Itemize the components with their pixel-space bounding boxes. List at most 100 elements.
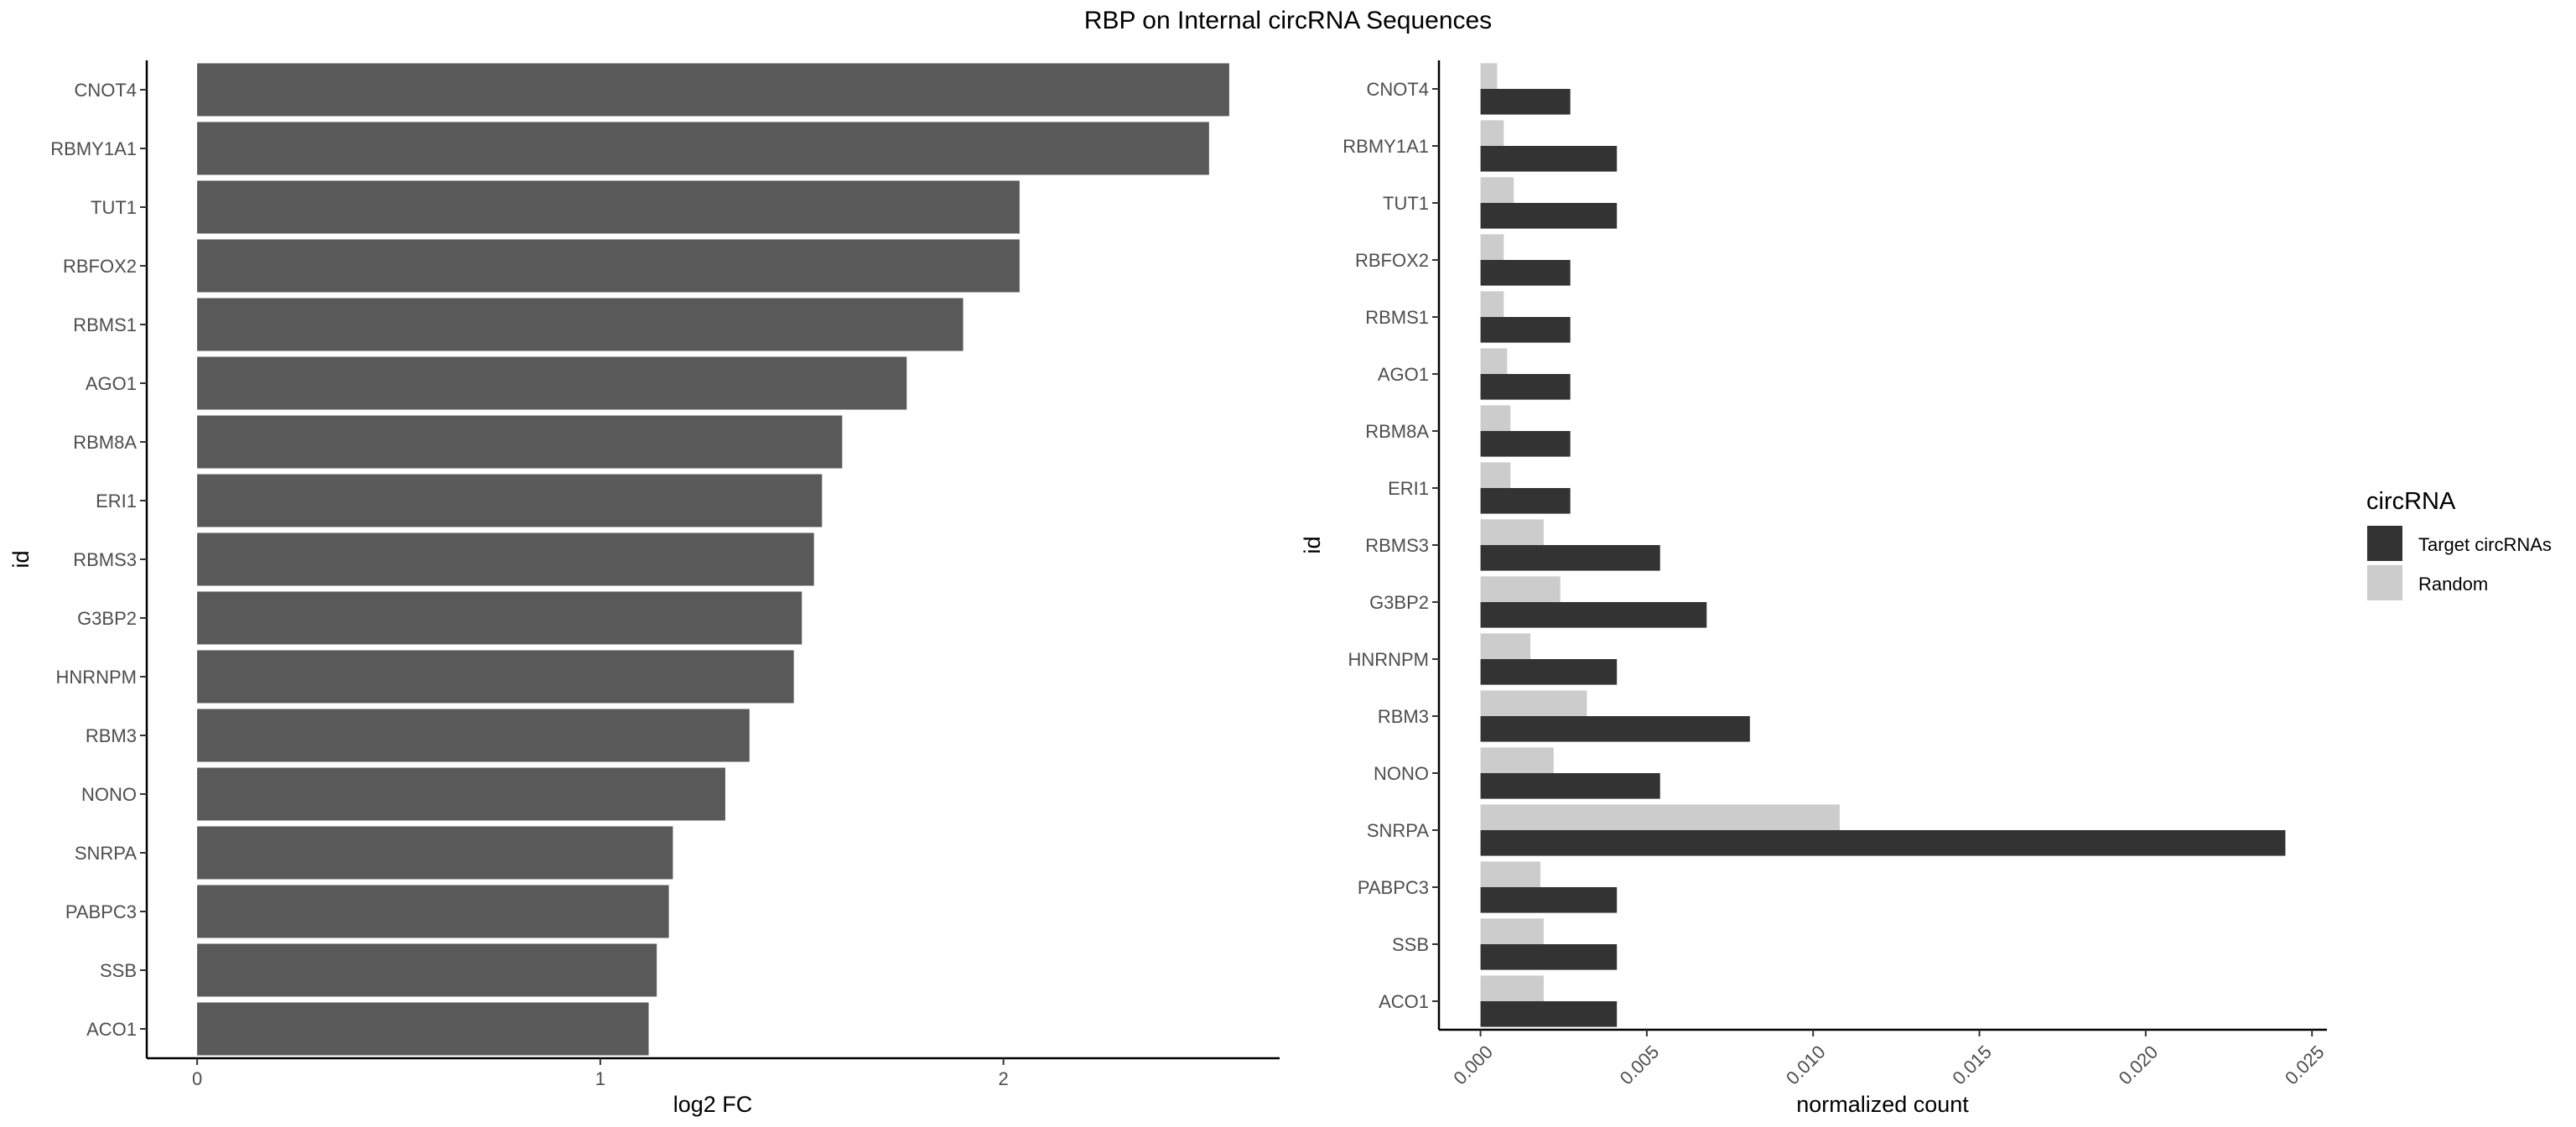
right-ytick-label: SNRPA xyxy=(1367,820,1429,841)
left-xtick-label: 1 xyxy=(595,1068,605,1089)
right-ytick-label: RBFOX2 xyxy=(1355,250,1429,271)
bar-random-nono xyxy=(1480,747,1554,773)
left-ytick-label: AGO1 xyxy=(86,373,137,394)
bar-target-tut1 xyxy=(1480,203,1618,229)
bar-log2fc-cnot4 xyxy=(197,63,1229,117)
legend-label-target: Target circRNAs xyxy=(2418,534,2552,555)
bar-log2fc-rbm3 xyxy=(197,709,750,762)
bar-target-pabpc3 xyxy=(1480,887,1618,913)
right-y-axis-title: id xyxy=(1300,536,1325,553)
bar-target-nono xyxy=(1480,773,1660,799)
legend: circRNA Target circRNAs Random xyxy=(2366,488,2552,600)
left-ytick-label: SNRPA xyxy=(75,843,137,864)
left-ytick-label: CNOT4 xyxy=(74,80,137,101)
left-y-axis-title: id xyxy=(8,550,34,568)
bar-target-rbm8a xyxy=(1480,431,1571,457)
bar-target-eri1 xyxy=(1480,488,1571,514)
legend-label-random: Random xyxy=(2418,574,2488,595)
bar-target-rbms1 xyxy=(1480,317,1571,343)
left-ytick-label: TUT1 xyxy=(91,197,137,218)
left-xtick-label: 0 xyxy=(192,1068,202,1089)
chart-title: RBP on Internal circRNA Sequences xyxy=(1084,7,1492,34)
right-ytick-label: ACO1 xyxy=(1379,991,1429,1012)
right-ytick-label: SSB xyxy=(1392,934,1429,955)
left-ytick-label: RBFOX2 xyxy=(63,256,137,277)
left-ytick-label: RBMY1A1 xyxy=(50,138,137,159)
left-ytick-label: RBM3 xyxy=(86,725,137,746)
left-ytick-label: RBM8A xyxy=(73,432,137,453)
right-ytick-label: RBMS1 xyxy=(1365,307,1429,328)
log2fc-bar-panel: CNOT4 RBMY1A1 TUT1 RBFOX2 RBMS1 AGO1 RBM8A ERI1… xyxy=(8,60,1280,1117)
right-ytick-label: TUT1 xyxy=(1383,193,1429,214)
right-ytick-label: CNOT4 xyxy=(1366,79,1429,100)
bar-log2fc-snrpa xyxy=(197,826,673,880)
right-ytick-label: PABPC3 xyxy=(1358,877,1429,898)
legend-swatch-random xyxy=(2367,565,2402,600)
right-ytick-label: RBMY1A1 xyxy=(1343,136,1429,157)
legend-swatch-target xyxy=(2367,526,2402,561)
bar-random-cnot4 xyxy=(1480,63,1498,89)
bar-target-g3bp2 xyxy=(1480,602,1707,628)
bar-target-rbms3 xyxy=(1480,545,1660,571)
bar-random-g3bp2 xyxy=(1480,576,1561,602)
bar-random-rbfox2 xyxy=(1480,234,1504,260)
bar-log2fc-rbmy1a1 xyxy=(197,122,1209,175)
bar-random-aco1 xyxy=(1480,975,1544,1001)
left-ytick-label: RBMS3 xyxy=(73,549,137,570)
bar-log2fc-g3bp2 xyxy=(197,591,802,645)
bar-random-rbm3 xyxy=(1480,690,1587,716)
bar-random-hnrnpm xyxy=(1480,633,1531,659)
bar-random-snrpa xyxy=(1480,804,1840,830)
bar-log2fc-nono xyxy=(197,767,725,821)
right-ytick-label: RBMS3 xyxy=(1365,535,1429,556)
right-ytick-label: NONO xyxy=(1374,763,1429,784)
bar-log2fc-tut1 xyxy=(197,180,1020,234)
bar-log2fc-ssb xyxy=(197,943,657,997)
bar-random-pabpc3 xyxy=(1480,861,1540,887)
left-x-axis-title: log2 FC xyxy=(673,1092,753,1117)
bar-random-eri1 xyxy=(1480,462,1511,488)
left-ytick-label: RBMS1 xyxy=(73,314,137,335)
left-ytick-label: PABPC3 xyxy=(65,901,137,922)
left-xtick-label: 2 xyxy=(999,1068,1009,1089)
bar-log2fc-eri1 xyxy=(197,474,823,527)
bar-random-tut1 xyxy=(1480,177,1514,203)
bar-random-ssb xyxy=(1480,918,1544,944)
right-xtick-label: 0.010 xyxy=(1782,1041,1830,1089)
right-ytick-label: RBM3 xyxy=(1378,706,1429,727)
bar-log2fc-rbfox2 xyxy=(197,239,1020,293)
right-xtick-label: 0.000 xyxy=(1449,1041,1497,1089)
right-xtick-label: 0.015 xyxy=(1948,1041,1996,1089)
bar-log2fc-rbms3 xyxy=(197,532,814,586)
bar-log2fc-ago1 xyxy=(197,356,907,410)
bar-target-hnrnpm xyxy=(1480,659,1618,685)
left-ytick-label: NONO xyxy=(81,784,137,805)
left-ytick-label: G3BP2 xyxy=(77,608,137,629)
bar-target-snrpa xyxy=(1480,830,2286,856)
right-ytick-label: AGO1 xyxy=(1378,364,1429,385)
bar-random-rbmy1a1 xyxy=(1480,120,1504,146)
right-xtick-label: 0.005 xyxy=(1616,1041,1664,1089)
left-ytick-label: SSB xyxy=(100,960,137,981)
bar-log2fc-rbms1 xyxy=(197,298,963,351)
bar-log2fc-hnrnpm xyxy=(197,650,794,704)
bar-target-aco1 xyxy=(1480,1001,1618,1027)
bar-random-ago1 xyxy=(1480,348,1508,374)
bar-target-rbmy1a1 xyxy=(1480,146,1618,172)
left-ytick-label: ACO1 xyxy=(86,1019,137,1040)
normalized-count-bar-panel: CNOT4 RBMY1A1 TUT1 RBFOX2 RBMS1 AGO1 RBM8A ERI1… xyxy=(1300,60,2329,1117)
right-ytick-label: HNRNPM xyxy=(1348,649,1429,670)
bar-log2fc-aco1 xyxy=(197,1002,649,1056)
left-ytick-label: ERI1 xyxy=(96,491,137,512)
bar-target-rbm3 xyxy=(1480,716,1750,742)
bar-target-cnot4 xyxy=(1480,89,1571,115)
bar-random-rbms1 xyxy=(1480,291,1504,317)
right-x-axis-title: normalized count xyxy=(1796,1092,1969,1117)
legend-title: circRNA xyxy=(2366,488,2456,515)
right-ytick-label: RBM8A xyxy=(1365,421,1429,442)
left-ytick-label: HNRNPM xyxy=(55,667,137,688)
bar-log2fc-rbm8a xyxy=(197,415,843,469)
right-xtick-label: 0.020 xyxy=(2115,1041,2163,1089)
bar-random-rbm8a xyxy=(1480,405,1511,431)
